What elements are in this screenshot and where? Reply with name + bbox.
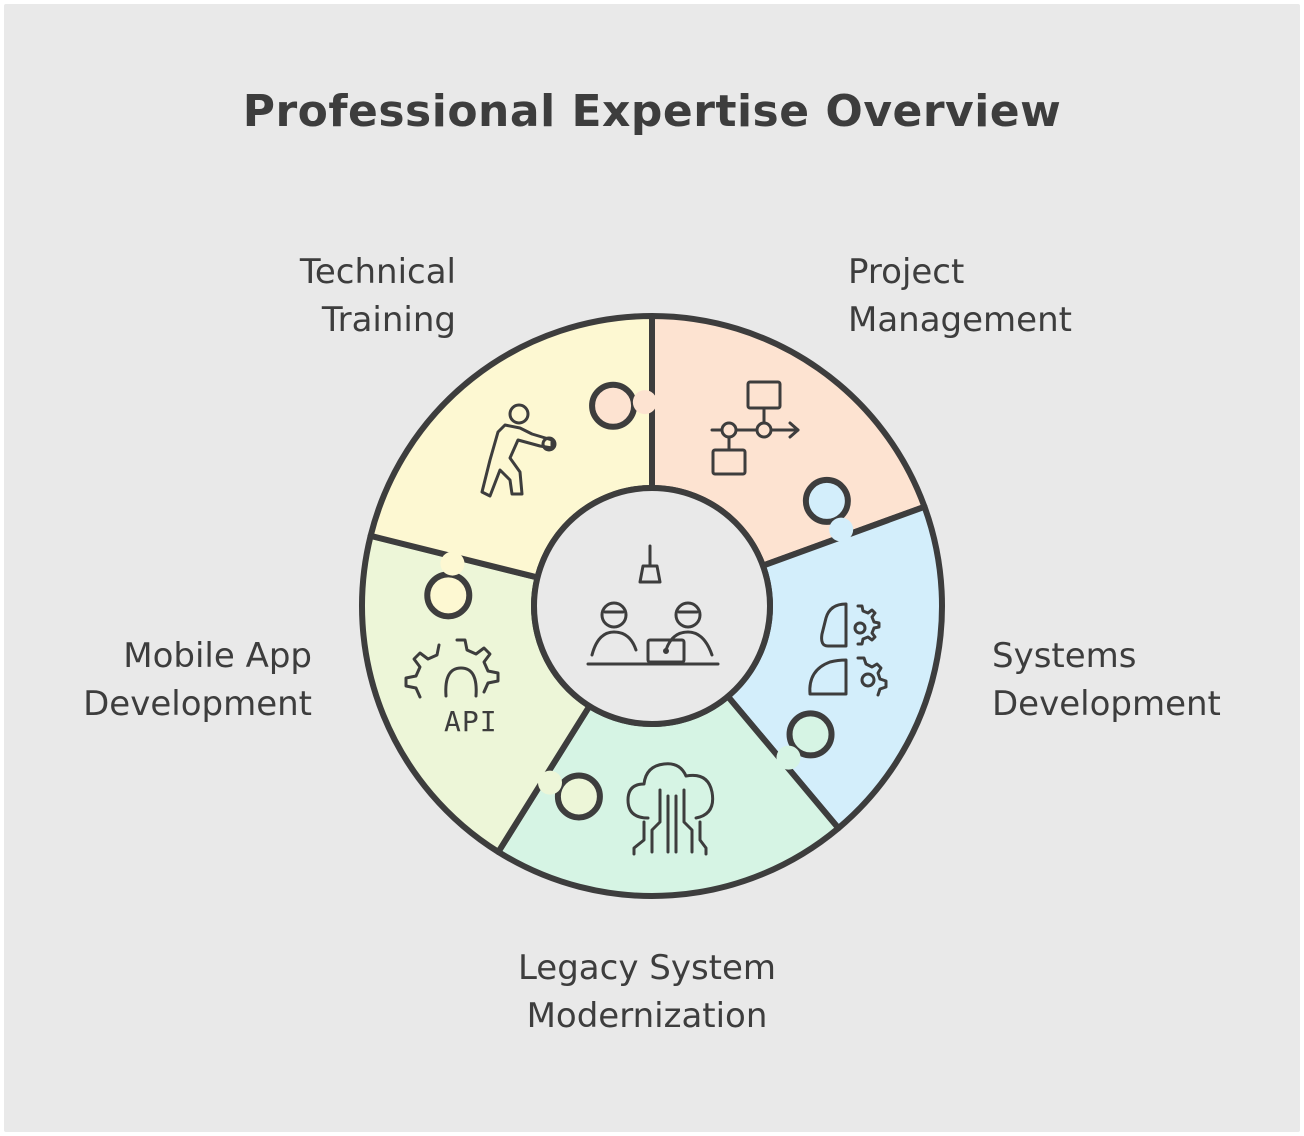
label-line: Legacy System (517, 948, 777, 988)
cloud-circuit-icon (626, 762, 715, 856)
label-line: Systems (992, 636, 1137, 676)
label-line: Mobile App (123, 636, 312, 676)
label-line: Development (83, 684, 312, 724)
puzzle-tab (424, 571, 473, 620)
diagram-title: Professional Expertise Overview (242, 86, 1062, 137)
puzzle-tab (589, 381, 638, 430)
center-hub (531, 485, 773, 727)
person-training-icon (480, 403, 557, 498)
label-project-management: Project Management (848, 248, 1072, 344)
team-meeting-icon (586, 544, 720, 666)
puzzle-tabs (424, 381, 854, 821)
puzzle-tab (802, 476, 851, 525)
label-line: Project (848, 252, 965, 292)
label-line: Technical (299, 252, 456, 292)
label-line: Modernization (526, 996, 768, 1036)
label-line: Training (321, 300, 456, 340)
puzzle-tab-neck (776, 745, 801, 770)
puzzle-tab-neck (440, 551, 465, 576)
flowchart-icon (710, 380, 800, 476)
label-mobile-app-development: Mobile App Development (83, 632, 312, 728)
label-legacy-system-modernization: Legacy System Modernization (452, 944, 842, 1040)
puzzle-tab-neck (632, 390, 657, 415)
api-text: API (444, 705, 498, 738)
puzzle-tab (554, 772, 603, 821)
puzzle-tab-neck (829, 517, 854, 542)
api-gear-icon: API (404, 638, 500, 738)
puzzle-tab-neck (538, 770, 562, 795)
head-gears-icon (808, 602, 888, 697)
label-line: Management (848, 300, 1072, 340)
puzzle-tab (786, 710, 835, 759)
label-technical-training: Technical Training (300, 248, 456, 344)
label-line: Development (992, 684, 1221, 724)
label-systems-development: Systems Development (992, 632, 1221, 728)
